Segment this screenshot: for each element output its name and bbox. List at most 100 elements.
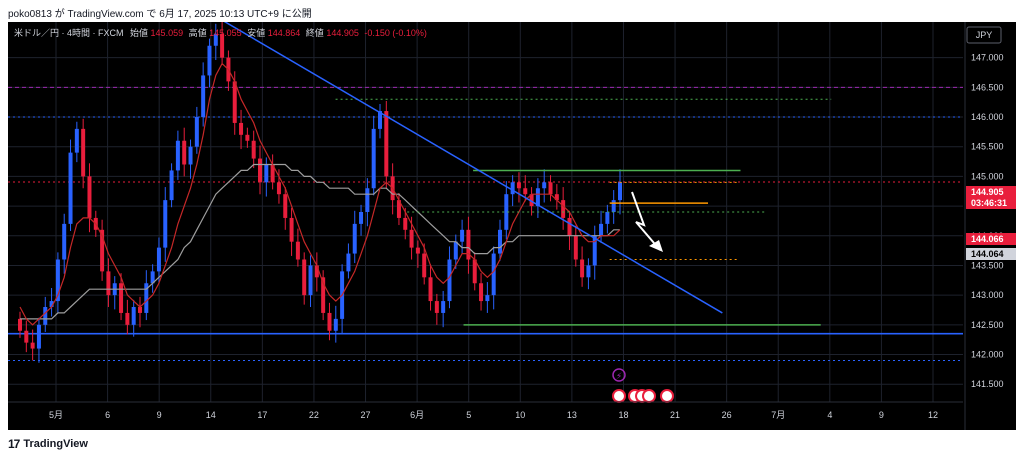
- price-chart[interactable]: ⚡ 米ドル／円 · 4時間 · FXCM 始値 145.059 高値 145.0…: [8, 0, 1016, 430]
- candle-down: [314, 265, 319, 278]
- candle-up: [156, 247, 161, 272]
- x-tick-label: 10: [515, 410, 525, 420]
- candle-down: [81, 128, 86, 177]
- candle-up: [498, 229, 502, 254]
- economic-event-icon-1: [612, 389, 626, 403]
- candle-up: [371, 128, 376, 189]
- candles: [18, 20, 622, 363]
- x-tick-label: 21: [670, 410, 680, 420]
- candle-down: [276, 182, 281, 195]
- tradingview-brand[interactable]: 17 TradingView: [8, 437, 88, 451]
- price-axis-bg: [965, 22, 1016, 430]
- y-tick-label: 143.000: [971, 290, 1004, 300]
- candle-down: [567, 217, 572, 236]
- candle-down: [119, 283, 124, 313]
- candle-down: [100, 229, 105, 272]
- svg-text:米ドル／円 · 4時間 · FXCM 始値: 米ドル／円 · 4時間 · FXCM 始値 145.059 高値 145.055…: [14, 27, 427, 38]
- candle-down: [220, 33, 225, 58]
- candle-down: [554, 194, 559, 201]
- candle-up: [55, 259, 60, 302]
- publish-header: poko0813 が TradingView.com で 6月 17, 2025…: [0, 0, 1024, 22]
- candle-down: [472, 259, 477, 284]
- candle-down: [87, 176, 92, 218]
- candle-up: [175, 140, 180, 171]
- y-tick-label: 142.000: [971, 350, 1004, 360]
- candle-up: [144, 283, 149, 313]
- candle-up: [36, 324, 41, 349]
- candle-up: [378, 111, 382, 129]
- candle-down: [283, 194, 288, 218]
- price-label-bg: [966, 197, 1016, 209]
- y-tick-label: 147.000: [971, 53, 1004, 63]
- price-label-text: 144.905: [971, 187, 1004, 197]
- footer: 17 TradingView: [0, 430, 1024, 457]
- price-label-bg: [966, 233, 1016, 245]
- chart-panel[interactable]: ⚡ 米ドル／円 · 4時間 · FXCM 始値 145.059 高値 145.0…: [8, 0, 1016, 430]
- candle-down: [30, 342, 35, 349]
- legend-high: 145.055: [209, 28, 242, 38]
- legend-symbol: 米ドル／円 · 4時間 · FXCM: [14, 27, 124, 38]
- x-tick-label: 12: [928, 410, 938, 420]
- x-tick-label: 27: [361, 410, 371, 420]
- candle-down: [403, 217, 408, 230]
- x-tick-label: 7月: [771, 410, 785, 420]
- y-tick-label: 142.500: [971, 320, 1004, 330]
- candle-up: [491, 253, 496, 296]
- time-axis: 5月 6 9 14 17 22 27 6月 5 10 13 18 21 26 7月 4 9 12: [8, 401, 963, 420]
- grid-lines: [8, 22, 963, 402]
- legend-change: -0.150 (-0.10%): [364, 28, 427, 38]
- candle-down: [251, 140, 256, 159]
- candle-up: [453, 241, 458, 260]
- candle-down: [182, 140, 187, 165]
- candle-down: [415, 247, 420, 254]
- x-tick-label: 6: [105, 410, 110, 420]
- candle-down: [479, 283, 484, 302]
- fast-moving-average: [19, 62, 621, 326]
- candle-down: [125, 312, 130, 325]
- candle-up: [542, 182, 547, 189]
- candle-up: [586, 265, 591, 278]
- candle-up: [308, 265, 313, 296]
- brand-name: TradingView: [23, 438, 88, 450]
- legend-open: 145.059: [151, 28, 184, 38]
- candle-up: [213, 33, 218, 46]
- candle-down: [523, 188, 528, 195]
- candle-up: [264, 164, 269, 183]
- candle-up: [592, 235, 597, 266]
- event-icons[interactable]: ⚡: [612, 368, 674, 403]
- currency-button[interactable]: JPY: [966, 26, 1002, 44]
- candle-up: [447, 259, 452, 302]
- candle-up: [365, 188, 370, 212]
- descending-trendline: [186, 0, 723, 314]
- candle-up: [194, 117, 199, 147]
- candle-down: [258, 158, 262, 183]
- candle-down: [138, 307, 142, 313]
- price-label-ma_fast_value: 144.066: [966, 233, 1016, 245]
- candle-down: [321, 277, 326, 313]
- candle-down: [239, 122, 244, 135]
- candle-up: [346, 253, 351, 272]
- x-tick-label: 6月: [410, 410, 424, 420]
- candle-up: [333, 318, 338, 331]
- x-tick-label: 14: [206, 410, 216, 420]
- price-label-text: 03:46:31: [971, 198, 1007, 208]
- y-tick-label: 143.500: [971, 260, 1004, 270]
- candle-up: [74, 128, 79, 153]
- x-tick-label: 5月: [49, 410, 63, 420]
- price-label-countdown: 03:46:31: [966, 197, 1016, 209]
- candle-down: [561, 200, 566, 218]
- x-tick-label: 9: [879, 410, 884, 420]
- candle-down: [384, 111, 389, 177]
- candle-up: [163, 200, 168, 248]
- legend-low: 144.864: [268, 28, 301, 38]
- price-label-ma_slow_value: 144.064: [966, 248, 1016, 260]
- x-tick-label: 18: [618, 410, 628, 420]
- candle-up: [68, 152, 73, 224]
- candle-up: [49, 301, 54, 307]
- candle-up: [131, 307, 136, 325]
- x-tick-label: 4: [827, 410, 832, 420]
- candle-down: [245, 134, 250, 141]
- y-tick-label: 145.500: [971, 142, 1004, 152]
- publish-line: poko0813 が TradingView.com で 6月 17, 2025…: [8, 9, 312, 20]
